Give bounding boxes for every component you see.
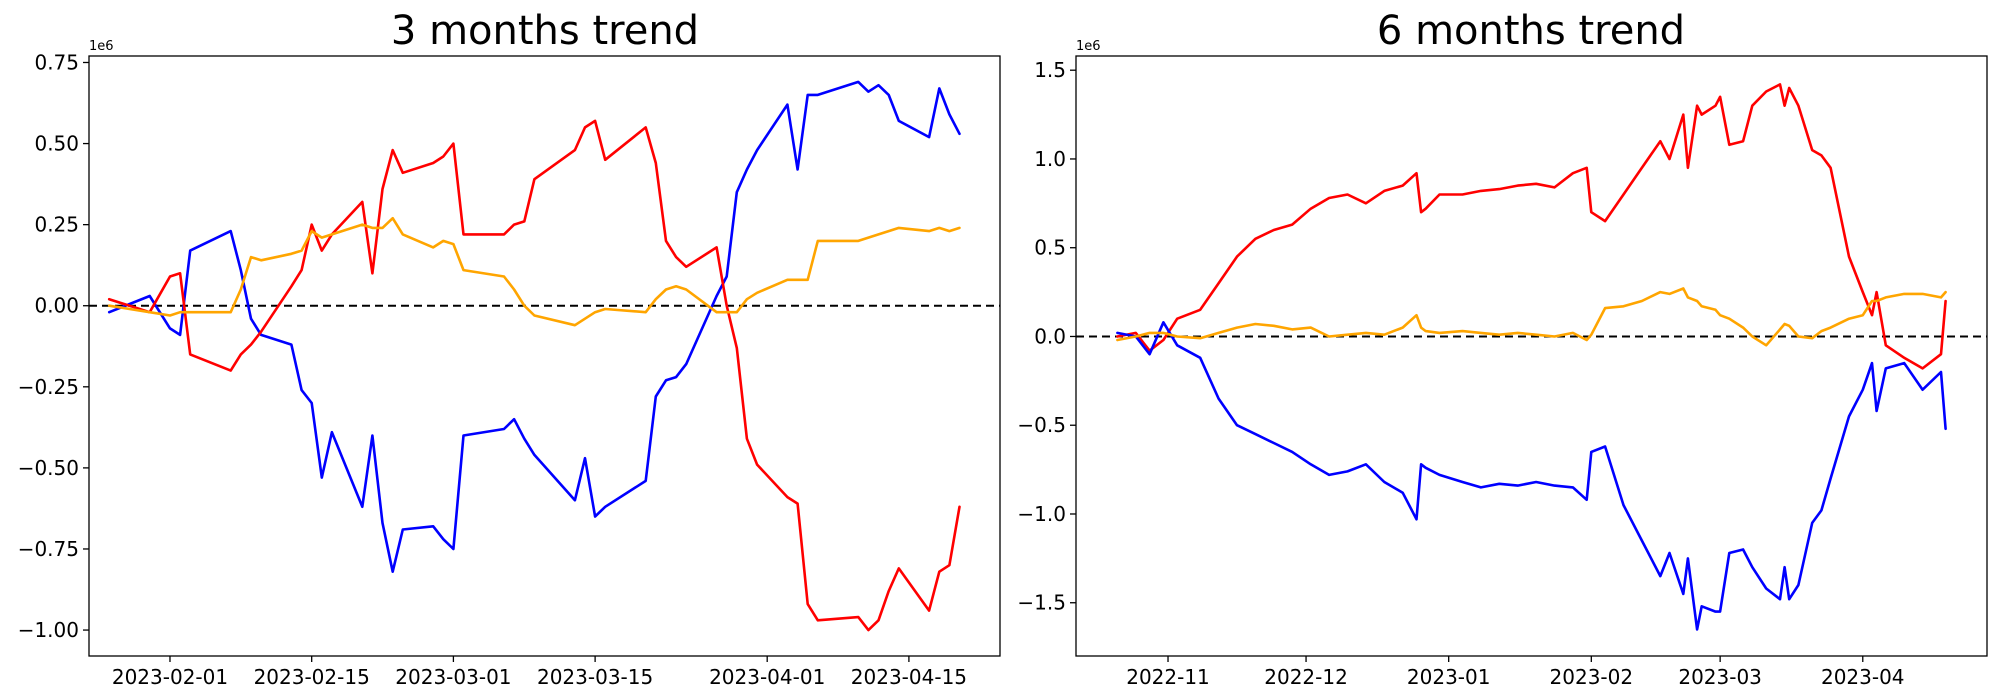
x-tick-label: 2023-01 [1407,665,1491,689]
x-tick-label: 2023-02-01 [112,665,228,689]
y-offset-label: 1e6 [1076,39,1101,54]
series-lines [1116,83,1947,631]
y-tick-label: 0.50 [34,132,79,156]
series-line-1 [1116,83,1947,370]
plot-area [1075,55,1988,657]
x-tick-label: 2023-04 [1821,665,1905,689]
x-axis: 2022-11 2022-12 2023-01 2023-02 2023-03 2023-… [1126,656,1905,689]
y-axis: 1.5 1.0 0.5 0.0 −0.5 −1.0 −1.5 [1017,58,1076,615]
series-line-3 [1116,287,1947,347]
x-tick-label: 2023-02-15 [254,665,370,689]
y-tick-label: 1.5 [1034,58,1066,82]
plot-area [88,55,1001,657]
series-line-1 [107,80,961,574]
chart-6-months: 6 months trend 1e6 1.5 1.0 0.5 0.0 −0.5 −1.0 −… [1017,8,1988,689]
y-tick-label: −0.50 [18,456,79,480]
y-axis: 0.75 0.50 0.25 0.00 −0.25 −0.50 −0.75 −1.00 [18,50,89,642]
x-tick-label: 2023-02 [1550,665,1634,689]
x-axis: 2023-02-01 2023-02-15 2023-03-01 2023-03-15… [112,656,967,689]
series-line-2 [1116,320,1947,631]
series-line-2 [107,119,961,632]
x-tick-label: 2023-03-01 [395,665,511,689]
y-tick-label: 0.25 [34,213,79,237]
y-offset-label: 1e6 [89,39,114,54]
y-tick-label: −1.00 [18,618,79,642]
chart-title: 3 months trend [391,8,699,54]
y-tick-label: 0.5 [1034,236,1066,260]
y-tick-label: −1.0 [1017,502,1066,526]
y-tick-label: 0.00 [34,294,79,318]
x-tick-label: 2023-04-15 [851,665,967,689]
x-tick-label: 2022-12 [1264,665,1348,689]
y-tick-label: 0.75 [34,50,79,74]
x-tick-label: 2022-11 [1126,665,1210,689]
y-tick-label: −0.25 [18,375,79,399]
y-tick-label: −1.5 [1017,591,1066,615]
series-lines [107,80,961,632]
y-tick-label: 0.0 [1034,324,1066,348]
y-tick-label: 1.0 [1034,147,1066,171]
chart-3-months: 3 months trend 1e6 0.75 0.50 0.25 0.00 −0.25… [18,8,1001,689]
series-line-3 [107,216,961,327]
y-tick-label: −0.5 [1017,413,1066,437]
chart-title: 6 months trend [1377,8,1685,54]
x-tick-label: 2023-03 [1678,665,1762,689]
x-tick-label: 2023-04-01 [709,665,825,689]
x-tick-label: 2023-03-15 [537,665,653,689]
y-tick-label: −0.75 [18,537,79,561]
